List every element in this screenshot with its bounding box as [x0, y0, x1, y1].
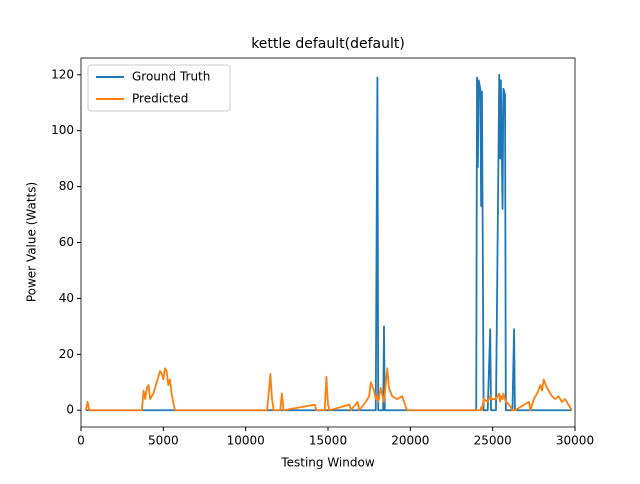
x-tick-label: 10000 — [227, 434, 265, 448]
x-axis-label: Testing Window — [280, 456, 375, 470]
y-tick-label: 80 — [59, 179, 74, 193]
series-line — [85, 73, 572, 412]
series-line — [85, 367, 573, 412]
x-tick-label: 5000 — [148, 434, 179, 448]
x-tick-label: 25000 — [474, 434, 512, 448]
chart-title: kettle default(default) — [251, 36, 405, 52]
x-tick-label: 30000 — [556, 434, 594, 448]
legend: Ground Truth Predicted — [87, 64, 231, 112]
legend-label: Predicted — [132, 92, 188, 106]
y-tick-label: 60 — [59, 235, 74, 249]
x-tick-label: 15000 — [309, 434, 347, 448]
y-tick-label: 20 — [59, 347, 74, 361]
y-tick-label: 100 — [51, 123, 74, 137]
x-tick-label: 0 — [77, 434, 85, 448]
x-tick-label: 20000 — [391, 434, 429, 448]
legend-label: Ground Truth — [132, 70, 210, 84]
plot-frame — [80, 57, 576, 428]
y-tick-label: 0 — [66, 403, 74, 417]
y-tick-label: 120 — [51, 67, 74, 81]
y-tick-label: 40 — [59, 291, 74, 305]
y-axis-label: Power Value (Watts) — [25, 182, 39, 302]
